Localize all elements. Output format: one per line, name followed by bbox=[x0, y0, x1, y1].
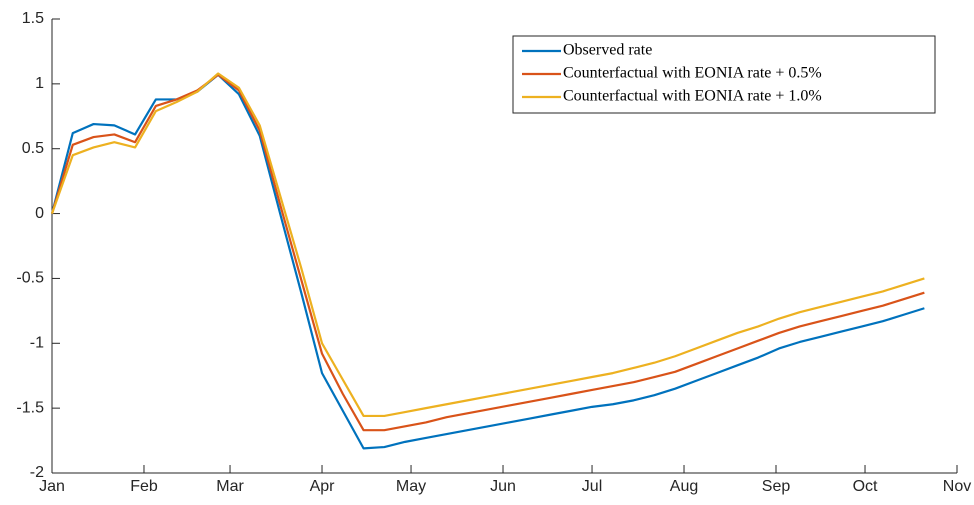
series-lines bbox=[50, 72, 925, 450]
x-axis: Jan Feb Mar Apr May Jun Jul Aug Sep Oct Nov bbox=[39, 465, 971, 495]
x-tick-label: Aug bbox=[670, 478, 698, 495]
x-tick-label: Jul bbox=[582, 478, 602, 495]
y-tick-label: 1.5 bbox=[22, 10, 44, 27]
legend-label-1: Observed rate bbox=[563, 42, 652, 59]
legend-label-3: Counterfactual with EONIA rate + 1.0% bbox=[563, 88, 822, 105]
legend-label-2: Counterfactual with EONIA rate + 0.5% bbox=[563, 65, 822, 82]
x-tick-label: May bbox=[396, 478, 426, 495]
series-line-3 bbox=[50, 72, 925, 418]
y-tick-label: 1 bbox=[35, 75, 44, 92]
x-tick-label: Feb bbox=[130, 478, 158, 495]
y-tick-label: -0.5 bbox=[16, 270, 44, 287]
y-axis: -2 -1.5 -1 -0.5 0 0.5 1 1.5 bbox=[16, 10, 60, 481]
y-tick-label: -1.5 bbox=[16, 399, 44, 416]
y-tick-label: -2 bbox=[30, 464, 44, 481]
x-tick-label: Apr bbox=[310, 478, 336, 495]
x-tick-label: Sep bbox=[762, 478, 791, 495]
y-tick-label: -1 bbox=[30, 335, 44, 352]
x-tick-label: Mar bbox=[216, 478, 244, 495]
x-tick-label: Jan bbox=[39, 478, 65, 495]
legend: Observed rate Counterfactual with EONIA r… bbox=[512, 35, 936, 114]
legend-box bbox=[512, 35, 936, 114]
x-tick-label: Oct bbox=[853, 478, 878, 495]
y-tick-label: 0.5 bbox=[22, 140, 44, 157]
y-tick-label: 0 bbox=[35, 205, 44, 222]
x-tick-label: Jun bbox=[490, 478, 516, 495]
x-tick-label: Nov bbox=[943, 478, 971, 495]
